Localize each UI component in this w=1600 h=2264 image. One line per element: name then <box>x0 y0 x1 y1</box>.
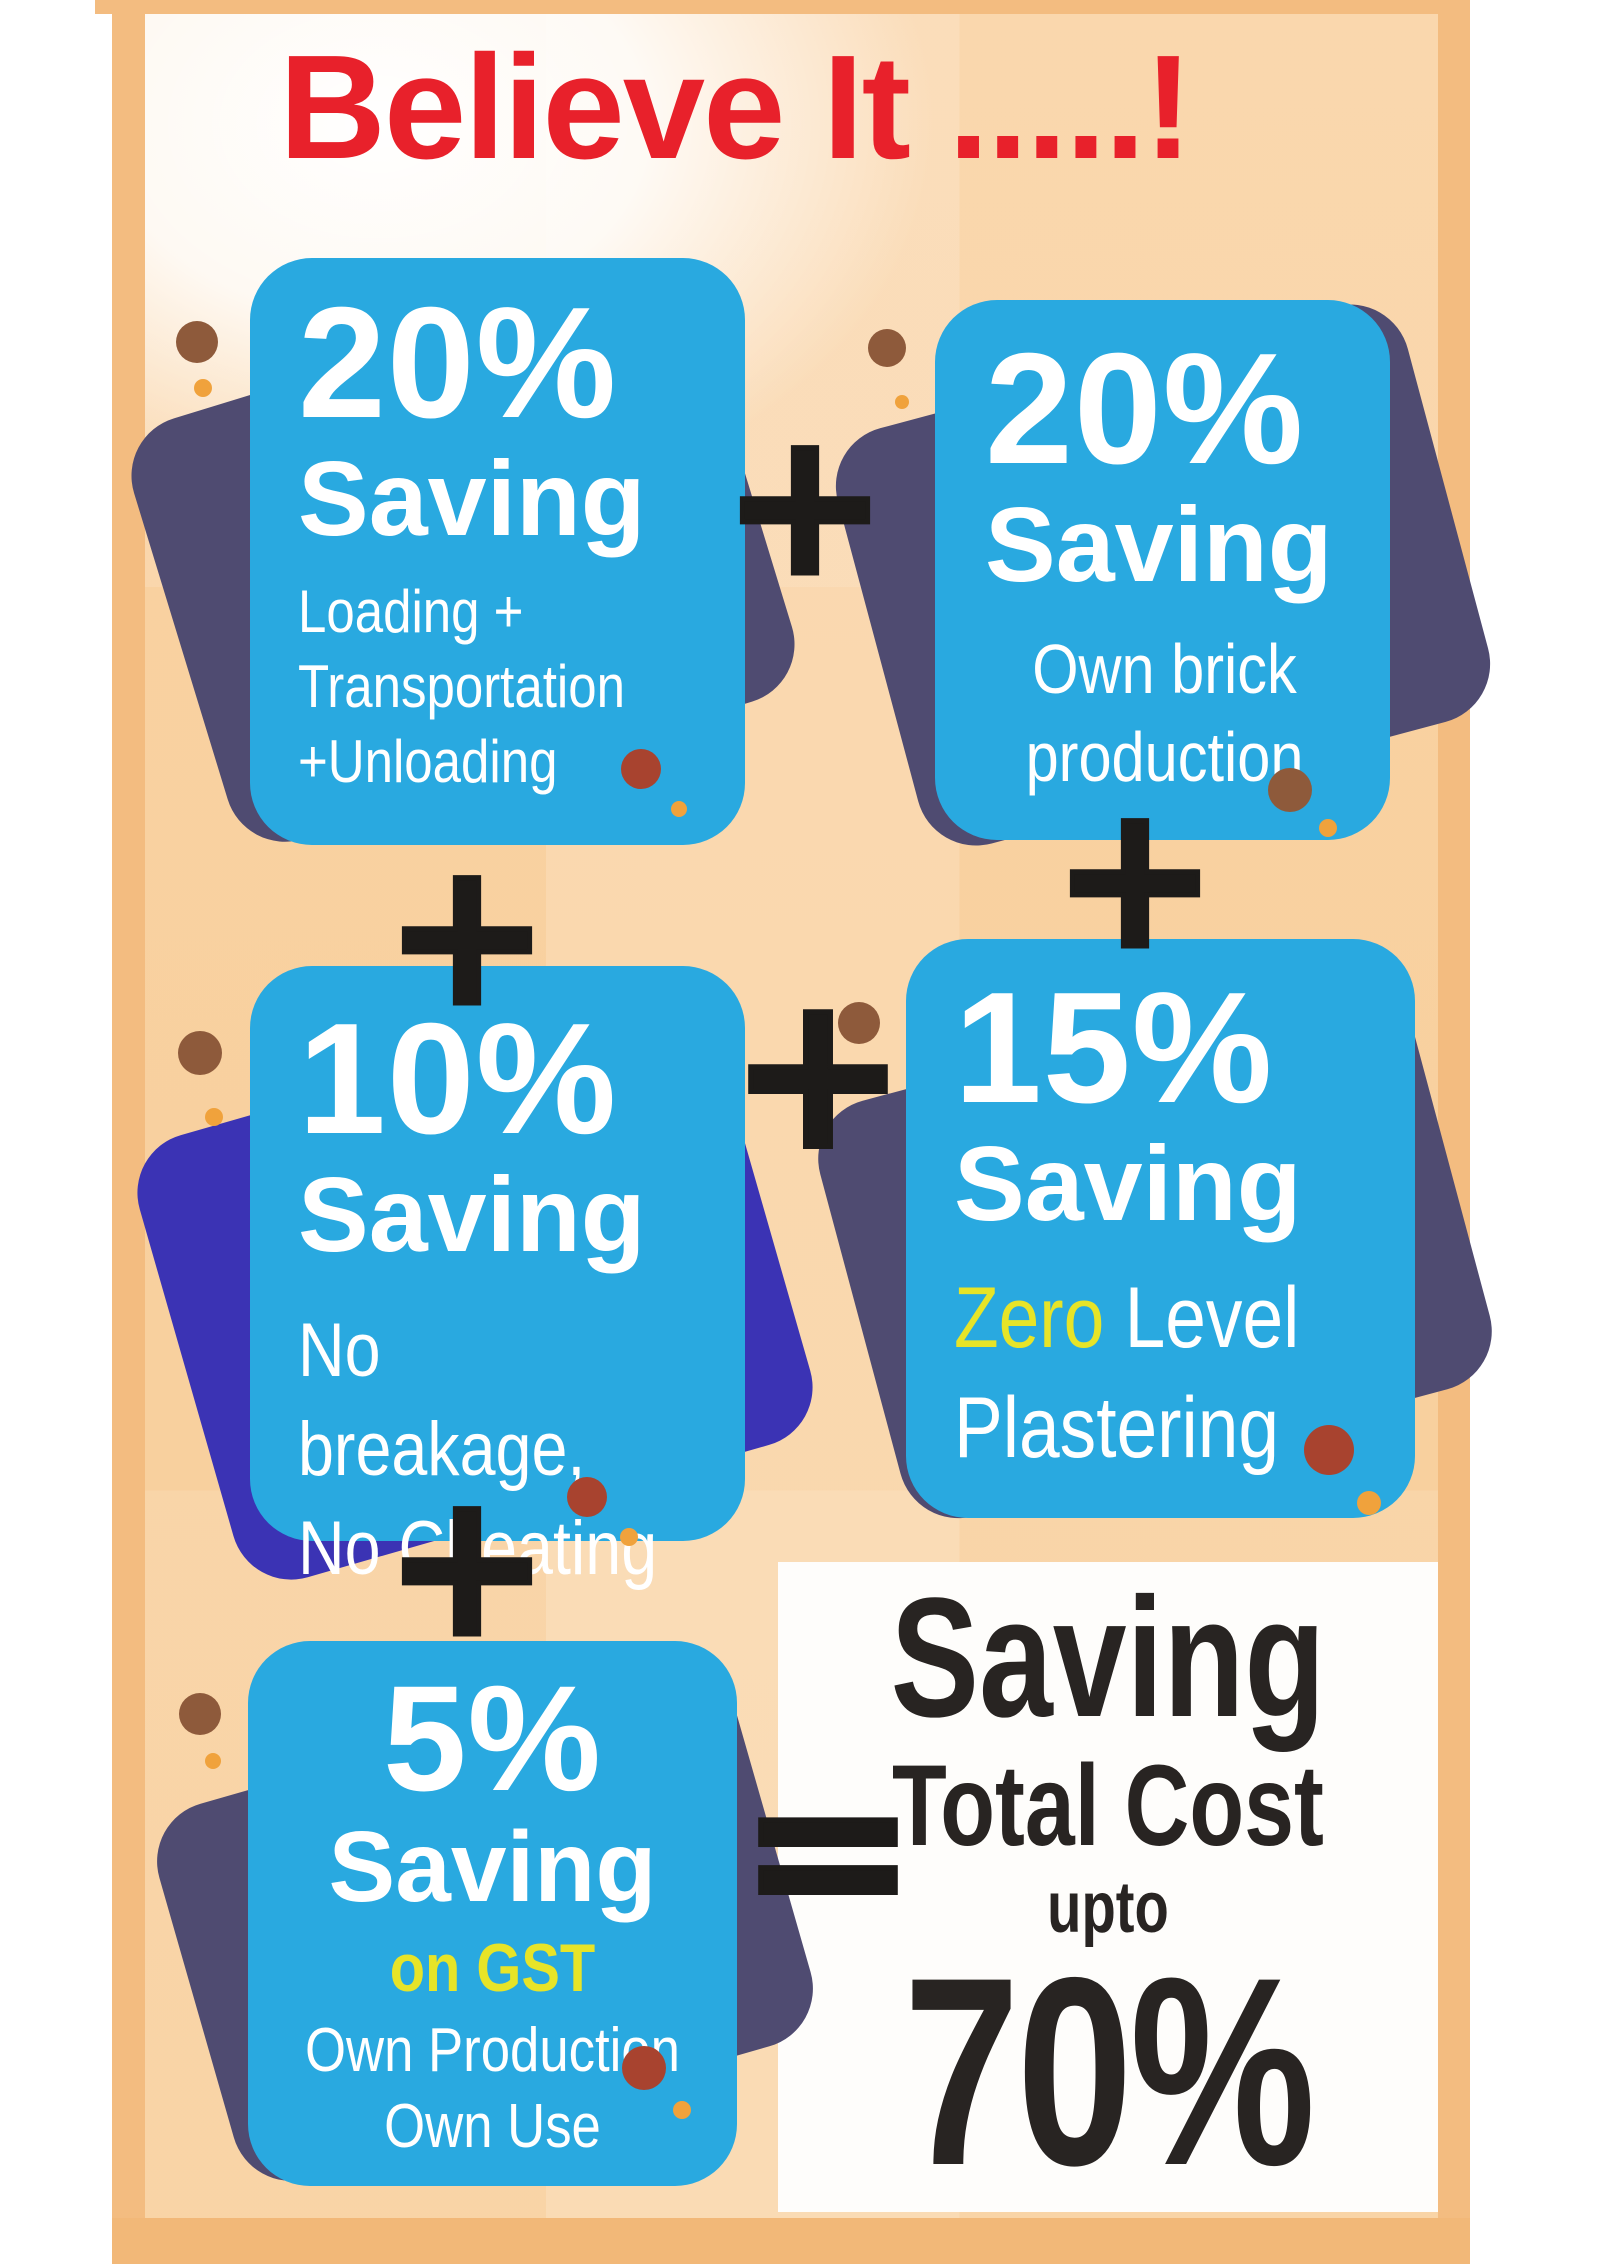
plus-icon: + <box>725 946 910 1198</box>
saving-label: Saving <box>954 1125 1302 1243</box>
accent-dot-orange <box>205 1753 221 1769</box>
subtitle-line: No breakage, <box>298 1308 586 1492</box>
accent-dot-rust <box>1304 1425 1354 1475</box>
accent-dot-orange <box>895 395 909 409</box>
saving-label: Saving <box>985 486 1333 604</box>
result-upto: upto <box>1047 1868 1169 1949</box>
percent-label: 5% <box>383 1654 602 1822</box>
accent-dot-brown <box>178 1031 222 1075</box>
percent-label: 10% <box>298 991 618 1167</box>
equals-icon: = <box>735 1723 920 1975</box>
subtitle-line: Own Production <box>305 2016 680 2085</box>
subtitle-line: +Unloading <box>298 728 558 795</box>
accent-dot-brown <box>838 1002 880 1044</box>
subtitle-line: production <box>1025 717 1304 796</box>
plus-icon: + <box>381 818 554 1051</box>
subtitle-line: Own brick <box>1032 630 1297 708</box>
accent-dot-rust <box>622 2046 666 2090</box>
card-subtitle: Own Production Own Use <box>258 2013 727 2164</box>
result-saving: Saving <box>890 1563 1326 1753</box>
accent-dot-orange <box>1357 1491 1381 1515</box>
subtitle-line: Plastering <box>954 1380 1280 1477</box>
subtitle-line: Loading + <box>298 578 524 645</box>
card-subtitle: Zero Level Plastering <box>954 1263 1415 1483</box>
frame-top <box>95 0 1470 14</box>
frame-bottom <box>112 2218 1470 2264</box>
result-block: Saving Total Cost upto 70% <box>798 1563 1418 2222</box>
result-percent: 70% <box>903 1921 1315 2222</box>
accent-dot-brown <box>868 329 906 367</box>
percent-label: 15% <box>954 960 1274 1136</box>
plus-icon: + <box>1049 761 1222 994</box>
subtitle-line: Transportation <box>298 653 625 720</box>
percent-label: 20% <box>298 275 618 451</box>
accent-dot-orange <box>194 379 212 397</box>
saving-label: Saving <box>328 1811 657 1923</box>
accent-dot-brown <box>179 1693 221 1735</box>
card-subtitle: Loading + Transportation +Unloading <box>298 574 745 799</box>
saving-label: Saving <box>298 440 646 558</box>
saving-label: Saving <box>298 1156 646 1274</box>
plus-icon: + <box>381 1449 554 1682</box>
accent-dot-orange <box>673 2101 691 2119</box>
accent-dot-orange <box>865 1077 881 1093</box>
accent-dot-brown <box>176 321 218 363</box>
frame-right <box>1438 0 1470 2264</box>
frame-left <box>112 0 145 2264</box>
card-no-breakage-saving: 10% Saving No breakage, No Cheating <box>250 966 745 1591</box>
zero-highlight: Zero <box>954 1270 1105 1366</box>
card-loading-saving: 20% Saving Loading + Transportation +Unl… <box>250 258 745 845</box>
accent-dot-orange <box>671 801 687 817</box>
accent-dot-orange <box>1319 819 1337 837</box>
subtitle-line: Own Use <box>384 2091 601 2161</box>
result-panel <box>778 1562 1438 2212</box>
card-subtitle: Own brick production <box>985 626 1390 801</box>
gst-highlight: on GST <box>389 1930 596 2006</box>
accent-dot-orange <box>620 1528 638 1546</box>
poster-title: Believe It .....! <box>279 25 1193 190</box>
subtitle-line: Zero Level <box>954 1263 1346 1373</box>
percent-label: 20% <box>985 321 1305 497</box>
accent-dot-brown <box>1268 768 1312 812</box>
subtitle-line-rest: Level <box>1104 1270 1300 1366</box>
card-own-brick-saving: 20% Saving Own brick production <box>935 300 1390 840</box>
result-total-cost: Total Cost <box>892 1741 1324 1870</box>
subtitle-line: No Cheating <box>298 1505 658 1591</box>
card-subtitle: No breakage, No Cheating <box>298 1302 745 1598</box>
accent-dot-orange <box>205 1108 223 1126</box>
card-plastering-saving: 15% Saving Zero Level Plastering <box>906 939 1415 1518</box>
card-gst-saving: 5% Saving on GST Own Production Own Use <box>248 1641 737 2186</box>
accent-dot-rust <box>621 749 661 789</box>
plus-icon: + <box>719 388 892 621</box>
accent-dot-rust <box>567 1477 607 1517</box>
